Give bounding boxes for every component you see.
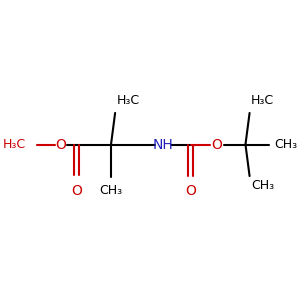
Text: H₃C: H₃C	[251, 94, 274, 107]
Text: CH₃: CH₃	[274, 138, 297, 151]
Text: O: O	[56, 137, 67, 152]
Text: O: O	[211, 137, 222, 152]
Text: NH: NH	[153, 137, 173, 152]
Text: O: O	[71, 184, 82, 198]
Text: H₃C: H₃C	[3, 138, 26, 151]
Text: CH₃: CH₃	[99, 184, 123, 197]
Text: CH₃: CH₃	[251, 179, 274, 192]
Text: O: O	[185, 184, 196, 198]
Text: H₃C: H₃C	[116, 94, 140, 107]
